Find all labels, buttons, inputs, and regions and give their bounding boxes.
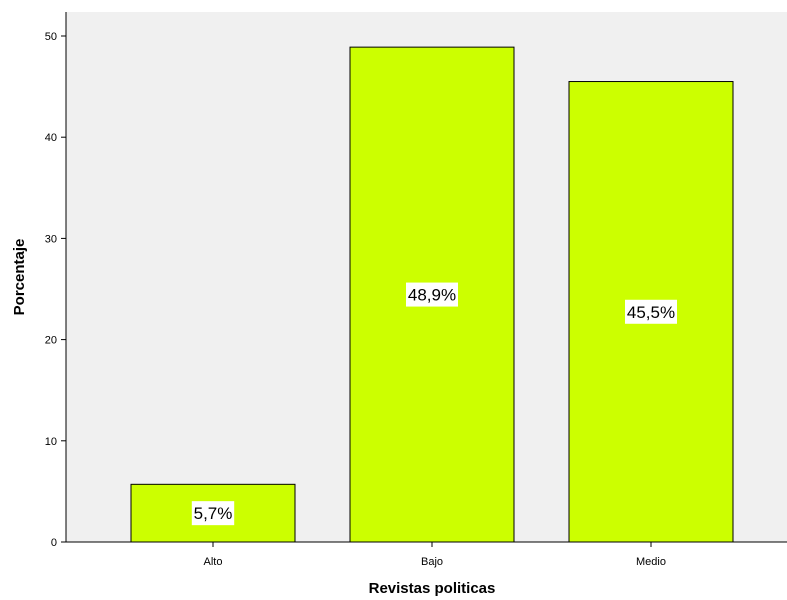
x-ticks: Alto Bajo Medio — [204, 542, 666, 568]
y-tick-label: 20 — [45, 335, 57, 347]
y-tick-label: 10 — [45, 436, 57, 448]
x-tick-label: Bajo — [421, 556, 443, 568]
data-label-box — [191, 501, 235, 526]
y-tick-label: 0 — [51, 537, 57, 549]
x-tick-label: Alto — [204, 556, 223, 568]
data-label: 48,9% — [408, 286, 456, 305]
data-labels: 5,7% 48,9% 45,5% — [191, 282, 677, 526]
data-label-box — [406, 282, 458, 307]
x-tick-label: Medio — [636, 556, 666, 568]
data-label: 5,7% — [194, 504, 233, 523]
data-label: 45,5% — [627, 303, 675, 322]
y-ticks: 0 10 20 30 40 50 — [45, 31, 66, 549]
y-tick-label: 50 — [45, 31, 57, 43]
data-label-box — [625, 299, 677, 324]
y-tick-label: 30 — [45, 233, 57, 245]
x-axis-title: Revistas politicas — [369, 580, 496, 597]
y-axis-title: Porcentaje — [11, 239, 28, 316]
y-tick-label: 40 — [45, 132, 57, 144]
